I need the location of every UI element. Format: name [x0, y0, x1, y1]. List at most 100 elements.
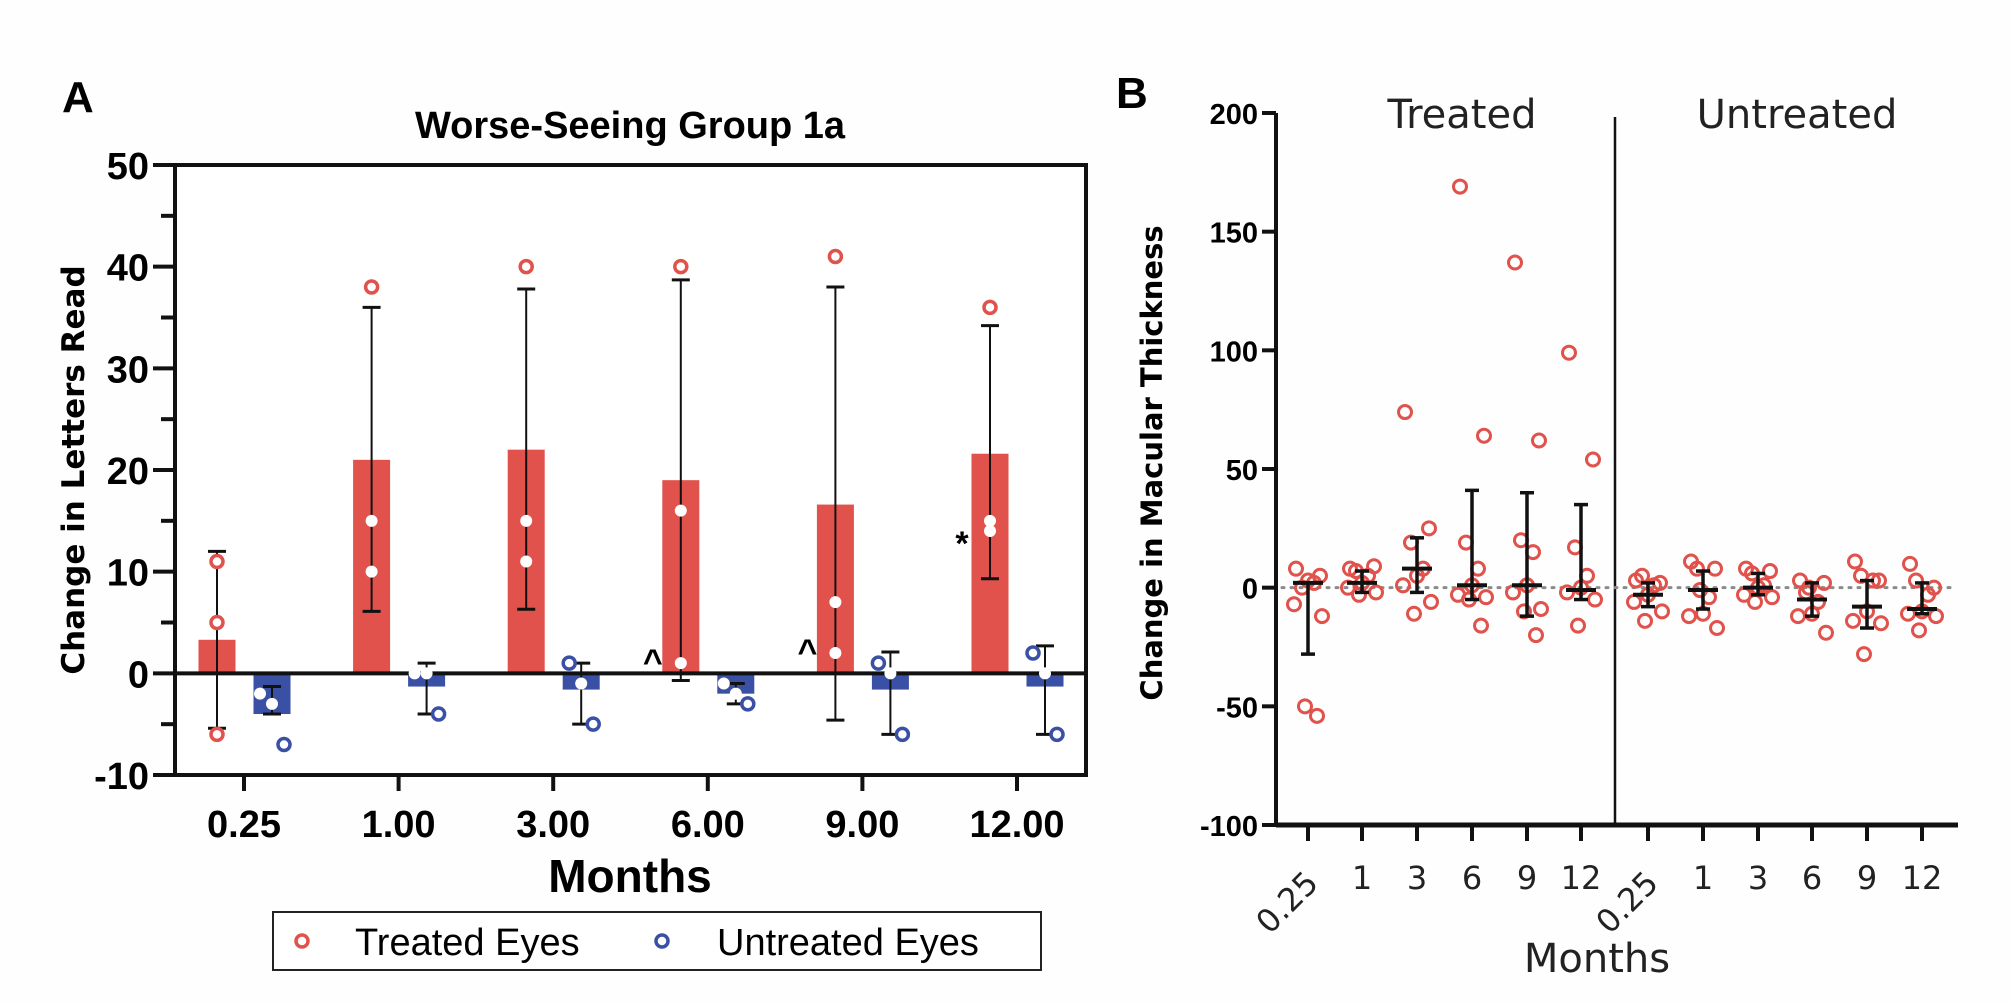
data-point-treated	[674, 504, 687, 517]
data-point-untreated	[1873, 615, 1889, 632]
chart-a-plot: -10 0 10 20 30 40 50 0.25 1.00 3.00 6.00 9.00 12.00 ^…	[94, 146, 1088, 846]
chart-a-ylabel: Change in Letters Read	[56, 265, 92, 674]
data-point-untreated	[1707, 560, 1723, 577]
chart-b-group-label-untreated: Untreated	[1697, 92, 1898, 138]
data-point-untreated	[266, 697, 278, 710]
x-tick-label: 6	[1462, 859, 1482, 897]
x-tick-label: 6	[1802, 859, 1822, 897]
data-point-treated	[520, 514, 533, 527]
panel-label-a: A	[62, 73, 94, 122]
significance-annotation: ^	[797, 633, 817, 671]
significance-annotation: ^	[643, 643, 663, 681]
y-tick-label: 0	[1242, 574, 1258, 606]
y-tick-label: -10	[94, 756, 149, 798]
y-tick-label: 0	[128, 654, 149, 696]
chart-b-group-label-treated: Treated	[1387, 92, 1537, 138]
data-point-treated	[363, 279, 380, 295]
data-point-treated	[209, 614, 225, 631]
data-point-treated	[518, 258, 534, 275]
panel-label-b: B	[1116, 69, 1148, 118]
x-tick-label: 12	[1902, 859, 1943, 897]
data-point-treated	[1397, 404, 1413, 421]
data-point-treated	[1587, 591, 1603, 608]
data-point-treated	[1288, 560, 1304, 577]
data-point-untreated	[276, 736, 292, 753]
x-tick-label: 0.25	[207, 804, 281, 846]
data-point-treated	[1507, 254, 1523, 271]
y-tick-label: 40	[107, 248, 149, 290]
data-point-untreated	[575, 677, 588, 690]
legend-marker-untreated	[654, 933, 670, 949]
data-point-treated	[1297, 698, 1313, 715]
data-point-treated	[1528, 627, 1544, 644]
data-point-treated	[209, 726, 225, 743]
x-tick-label: 6.00	[671, 804, 745, 846]
data-point-untreated	[717, 677, 730, 690]
data-point-treated	[1505, 584, 1521, 601]
data-point-untreated	[740, 696, 756, 712]
data-point-treated	[1473, 617, 1489, 634]
data-point-untreated	[1025, 645, 1041, 661]
data-point-treated	[1561, 344, 1577, 361]
data-point-untreated	[1902, 555, 1918, 572]
y-tick-label: 50	[1226, 455, 1258, 487]
data-point-untreated	[1654, 603, 1670, 620]
data-point-treated	[1559, 584, 1575, 601]
data-point-untreated	[420, 667, 433, 680]
data-point-untreated	[1709, 620, 1725, 637]
x-tick-label: 9	[1857, 859, 1877, 897]
data-point-untreated	[1908, 572, 1924, 589]
data-point-untreated	[1762, 563, 1778, 580]
legend-label-treated: Treated Eyes	[355, 922, 580, 964]
data-point-untreated	[894, 726, 911, 743]
data-point-untreated	[1681, 608, 1697, 625]
data-point-treated	[1314, 608, 1330, 625]
x-tick-label: 0.25	[1248, 864, 1325, 941]
x-tick-label: 1	[1693, 859, 1713, 897]
y-tick-label: 100	[1210, 336, 1258, 368]
data-point-treated	[829, 596, 842, 609]
x-tick-label: 1.00	[362, 804, 436, 846]
data-point-treated	[984, 514, 996, 527]
x-tick-label: 3.00	[516, 804, 590, 846]
x-tick-label: 1	[1352, 859, 1372, 897]
data-point-treated	[1478, 589, 1494, 606]
y-tick-label: -50	[1216, 692, 1258, 724]
data-point-untreated	[1626, 593, 1642, 610]
chart-a-xlabel: Months	[548, 850, 712, 902]
data-point-treated	[365, 514, 378, 527]
data-point-untreated	[1911, 622, 1927, 639]
data-point-treated	[1476, 427, 1492, 444]
data-point-untreated	[729, 687, 742, 700]
data-point-untreated	[1847, 553, 1863, 570]
data-point-untreated	[1801, 579, 1817, 596]
data-point-treated	[1395, 577, 1411, 594]
data-point-untreated	[1764, 589, 1780, 606]
y-tick-label: 20	[107, 451, 149, 493]
y-tick-label: 200	[1210, 99, 1258, 131]
y-tick-label: 50	[107, 146, 149, 188]
data-point-untreated	[1049, 726, 1065, 743]
data-point-untreated	[1928, 608, 1944, 625]
data-point-treated	[1351, 586, 1367, 603]
data-point-untreated	[254, 687, 266, 700]
data-point-treated	[520, 555, 533, 568]
data-point-untreated	[585, 716, 601, 732]
data-point-untreated	[1818, 624, 1834, 641]
data-point-untreated	[1790, 608, 1806, 625]
data-point-treated	[982, 299, 998, 316]
x-tick-label: 3	[1748, 859, 1768, 897]
x-tick-label: 3	[1407, 859, 1427, 897]
data-point-treated	[1406, 605, 1422, 622]
data-point-treated	[1533, 601, 1549, 618]
data-point-treated	[365, 565, 378, 578]
x-tick-label: 12.00	[969, 804, 1064, 846]
data-point-untreated	[1747, 593, 1763, 610]
data-point-untreated	[1856, 646, 1872, 663]
data-point-untreated	[870, 655, 887, 671]
chart-b-xlabel: Months	[1524, 936, 1670, 982]
y-tick-label: 10	[107, 553, 149, 595]
data-point-untreated	[1637, 612, 1653, 629]
data-point-treated	[829, 647, 842, 659]
